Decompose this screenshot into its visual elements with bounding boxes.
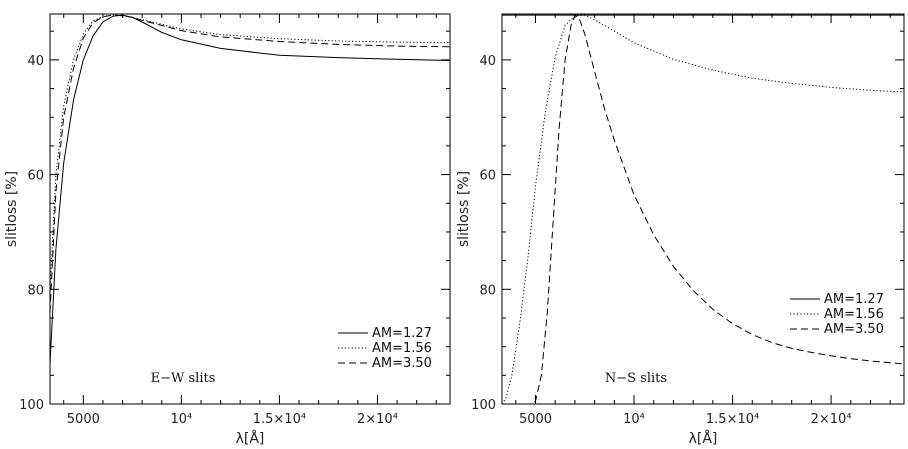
y-tick-label: 60: [479, 169, 496, 184]
x-tick-label: 10⁴: [170, 412, 192, 427]
panel-label: E−W slits: [151, 371, 216, 386]
legend-label: AM=3.50: [372, 356, 432, 371]
series-line-am-3-50: [50, 14, 450, 313]
plot-frame: [501, 13, 905, 405]
series-group: [502, 14, 904, 404]
legend-label: AM=3.50: [824, 322, 884, 337]
legend-label: AM=1.56: [372, 341, 432, 356]
series-line-am-3-50: [502, 15, 904, 404]
legend-label: AM=1.56: [824, 307, 884, 322]
y-axis-label: slitloss [%]: [456, 171, 472, 247]
y-tick-label: 40: [479, 54, 496, 69]
series-line-am-1-27: [50, 14, 450, 364]
x-tick-label: 2×10⁴: [811, 412, 852, 427]
series-line-am-1-56: [502, 14, 904, 404]
x-axis-label: λ[Å]: [689, 430, 718, 447]
x-tick-label: 1.5×10⁴: [706, 412, 759, 427]
y-tick-label: 80: [479, 283, 496, 298]
x-tick-label: 1.5×10⁴: [253, 412, 306, 427]
x-tick-label: 10⁴: [623, 412, 645, 427]
y-tick-label: 60: [27, 169, 44, 184]
y-tick-label: 100: [19, 398, 44, 413]
legend-label: AM=1.27: [372, 326, 432, 341]
y-tick-label: 40: [27, 54, 44, 69]
panel-label: N−S slits: [605, 371, 667, 386]
x-axis-label: λ[Å]: [236, 430, 265, 447]
plot-frame: [49, 13, 451, 405]
x-tick-label: 2×10⁴: [357, 412, 398, 427]
x-tick-label: 5000: [67, 412, 100, 427]
series-group: [50, 14, 450, 364]
legend-label: AM=1.27: [824, 292, 884, 307]
x-tick-label: 5000: [519, 412, 552, 427]
chart-panel-1: 5000 10⁴ 1.5×10⁴ 2×10⁴ 40 60 80 100 λ[Å] slitloss…: [4, 13, 451, 447]
y-tick-label: 100: [471, 398, 496, 413]
series-line-am-1-56: [50, 14, 450, 290]
y-tick-label: 80: [27, 283, 44, 298]
chart-panel-2: 5000 10⁴ 1.5×10⁴ 2×10⁴ 40 60 80 100 λ[Å] slitloss…: [456, 13, 905, 447]
y-axis-label: slitloss [%]: [4, 171, 20, 247]
